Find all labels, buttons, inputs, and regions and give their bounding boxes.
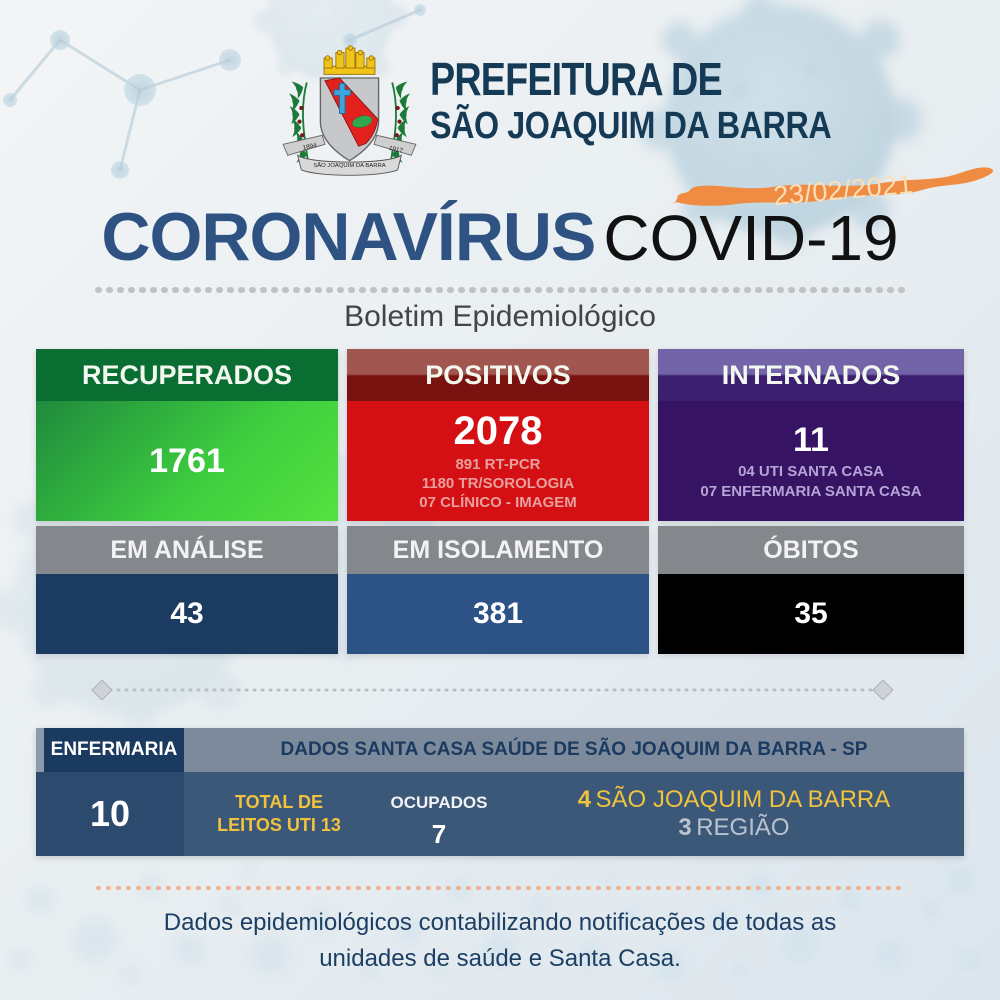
svg-text:SÃO JOAQUIM DA BARRA: SÃO JOAQUIM DA BARRA [313, 162, 385, 169]
